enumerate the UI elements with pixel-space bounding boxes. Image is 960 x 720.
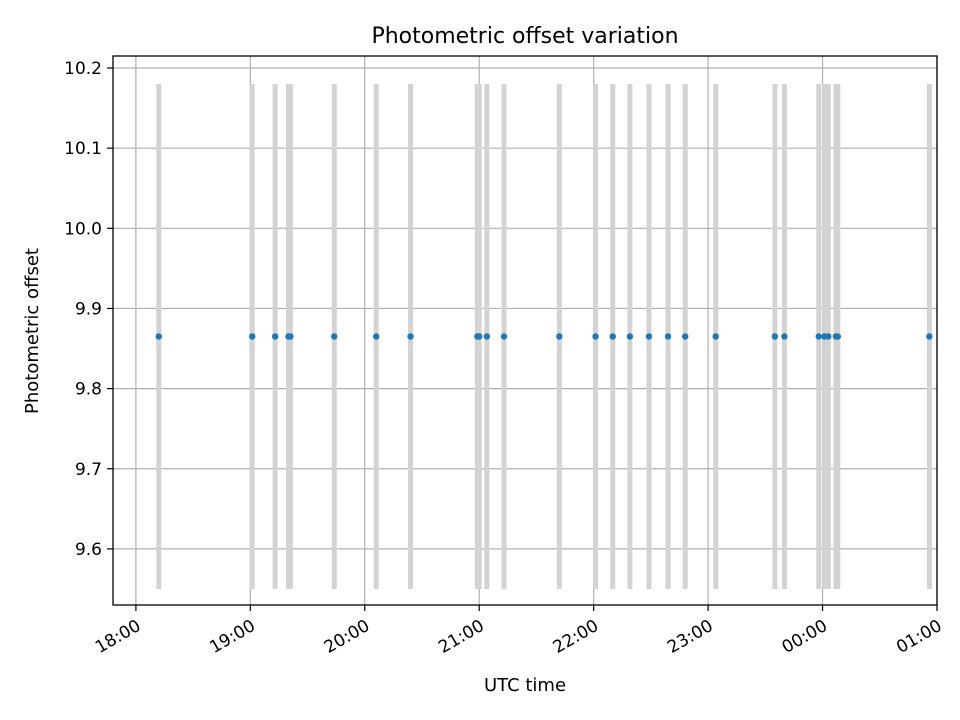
data-point	[626, 333, 634, 340]
y-tick-label: 10.2	[64, 59, 102, 79]
data-point	[483, 333, 491, 340]
y-axis-ticks: 9.6 9.7 9.8 9.9 10.0 10.1 10.2	[64, 59, 113, 560]
y-tick-label: 10.0	[64, 219, 102, 239]
y-tick-label: 9.9	[75, 299, 102, 319]
y-tick-label: 9.8	[75, 380, 102, 400]
data-point	[815, 333, 822, 340]
data-point	[771, 333, 779, 340]
y-tick-label: 10.1	[64, 139, 102, 159]
data-point	[407, 333, 414, 340]
data-point	[926, 333, 933, 340]
data-point	[155, 333, 162, 340]
data-point	[331, 333, 338, 340]
y-tick-label: 9.6	[75, 540, 102, 560]
y-tick-label: 9.7	[75, 460, 102, 480]
data-point	[682, 333, 689, 340]
data-point	[476, 333, 483, 340]
data-point	[271, 333, 279, 340]
data-point	[664, 333, 672, 340]
data-point	[781, 333, 788, 340]
data-point	[556, 333, 563, 340]
y-axis-label: Photometric offset	[22, 248, 43, 414]
data-points	[155, 333, 933, 340]
data-point	[825, 333, 832, 340]
data-point	[500, 333, 508, 340]
data-point	[592, 333, 599, 340]
data-point	[645, 333, 653, 340]
data-point	[712, 333, 719, 340]
data-point	[249, 333, 256, 340]
data-point	[287, 333, 294, 340]
data-point	[834, 333, 842, 340]
chart-title: Photometric offset variation	[371, 24, 678, 49]
plot-frame	[112, 55, 938, 606]
data-point	[609, 333, 616, 340]
x-axis-label: UTC time	[484, 675, 566, 696]
data-point	[373, 333, 380, 340]
